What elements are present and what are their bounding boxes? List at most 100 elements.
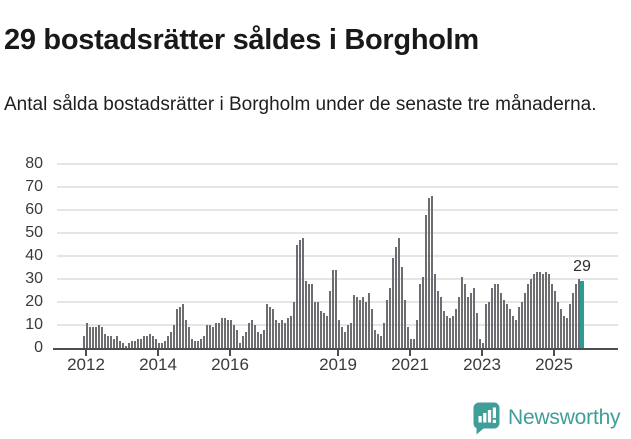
bar [575, 284, 577, 348]
bar [509, 309, 511, 348]
bar [545, 272, 547, 348]
bar [464, 284, 466, 348]
bar [392, 258, 394, 348]
bar [92, 327, 94, 348]
x-axis-tick [85, 350, 87, 356]
bar [443, 311, 445, 348]
bar [182, 304, 184, 348]
bar [527, 284, 529, 348]
bar [518, 307, 520, 348]
bar [179, 307, 181, 348]
bar [290, 316, 292, 348]
y-axis-label: 60 [25, 201, 43, 218]
bar [332, 270, 334, 348]
x-axis-line [53, 348, 618, 350]
bar [296, 245, 298, 348]
bar [278, 323, 280, 348]
bar [548, 274, 550, 348]
bar [470, 293, 472, 348]
bar [242, 336, 244, 348]
bar [299, 240, 301, 348]
bar [485, 304, 487, 348]
x-axis-label: 2019 [319, 355, 357, 374]
bar [134, 341, 136, 348]
y-axis-label: 0 [34, 339, 43, 356]
bar [248, 323, 250, 348]
bar [560, 309, 562, 348]
bar [404, 300, 406, 348]
speech-bubble-shape [473, 402, 500, 435]
bar [386, 300, 388, 348]
bar [170, 332, 172, 348]
gridline [57, 163, 618, 165]
bar [398, 238, 400, 348]
bar [245, 332, 247, 348]
bar [503, 300, 505, 348]
bar [473, 288, 475, 348]
bar [272, 309, 274, 348]
x-axis-label: 2021 [391, 355, 429, 374]
x-axis-label: 2023 [463, 355, 501, 374]
bar [257, 332, 259, 348]
bar [320, 311, 322, 348]
bar [263, 330, 265, 348]
bar [395, 247, 397, 348]
bar [461, 277, 463, 348]
bar [536, 272, 538, 348]
bar [116, 336, 118, 348]
bar [269, 307, 271, 348]
bar [293, 302, 295, 348]
bar [107, 336, 109, 348]
y-axis-label: 50 [25, 224, 43, 241]
bar [119, 341, 121, 348]
bar [446, 316, 448, 348]
bar [275, 320, 277, 348]
bar [416, 320, 418, 348]
bar [458, 297, 460, 348]
bar [188, 327, 190, 348]
bar [329, 291, 331, 348]
x-axis-label: 2014 [139, 355, 177, 374]
x-axis-tick [157, 350, 159, 356]
bar [266, 304, 268, 348]
bar [551, 284, 553, 348]
newsworthy-wordmark: Newsworthy [508, 406, 621, 429]
bar [146, 336, 148, 348]
bar [215, 323, 217, 348]
bar [311, 284, 313, 348]
bar [104, 334, 106, 348]
newsworthy-logo[interactable]: Newsworthy [472, 401, 631, 435]
gridline [57, 255, 618, 257]
gridline [57, 301, 618, 303]
bar [224, 318, 226, 348]
bar [347, 325, 349, 348]
bar [506, 304, 508, 348]
bar [101, 327, 103, 348]
bar [521, 302, 523, 348]
bar [95, 327, 97, 348]
bar [425, 215, 427, 348]
bar [98, 325, 100, 348]
bar-chart: 0 10 20 30 40 50 60 70 80 2012 2014 2016 2019 2021 202… [0, 150, 631, 390]
bar [539, 272, 541, 348]
bar [236, 330, 238, 348]
bar [323, 313, 325, 348]
bar [371, 309, 373, 348]
bar [251, 320, 253, 348]
bar [482, 343, 484, 348]
gridline [57, 278, 618, 280]
bar [542, 274, 544, 348]
bar [110, 336, 112, 348]
bar [239, 343, 241, 348]
bar [374, 330, 376, 348]
bar [200, 339, 202, 348]
x-axis-tick [229, 350, 231, 356]
bar [302, 238, 304, 348]
bar [434, 274, 436, 348]
bar [326, 316, 328, 348]
bar [557, 302, 559, 348]
bar [365, 302, 367, 348]
bar [563, 316, 565, 348]
gridline [57, 232, 618, 234]
